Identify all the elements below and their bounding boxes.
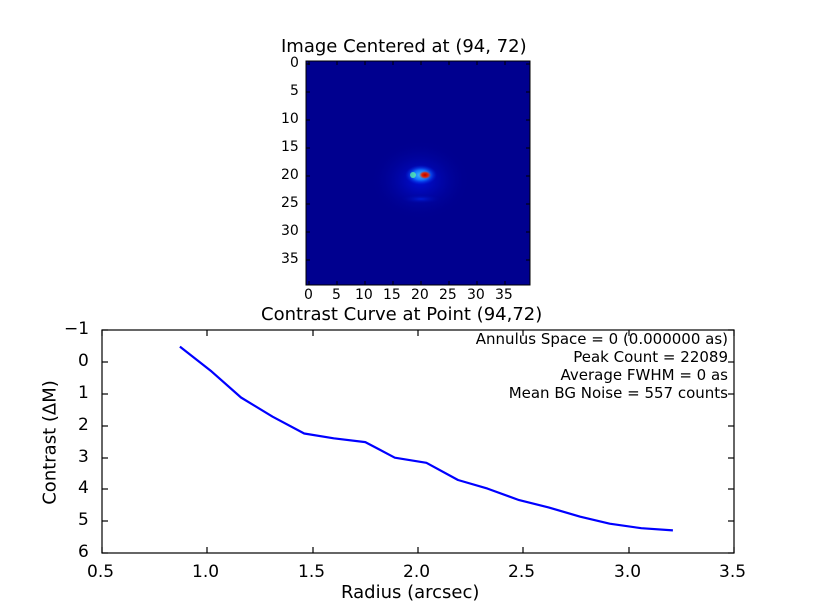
heatmap-x-tick: 35 bbox=[495, 287, 513, 303]
contrast-curve-line bbox=[179, 345, 673, 532]
heatmap-x-tick: 0 bbox=[304, 287, 313, 303]
contrast-y-tick: −1 bbox=[64, 319, 90, 339]
contrast-x-tick: 2.5 bbox=[508, 562, 536, 582]
contrast-y-tick: 5 bbox=[78, 510, 89, 530]
image-panel-title: Image Centered at (94, 72) bbox=[281, 36, 527, 57]
heatmap-x-tick: 25 bbox=[439, 287, 457, 303]
contrast-x-axis-label: Radius (arcsec) bbox=[341, 582, 480, 603]
contrast-y-tick: 4 bbox=[78, 478, 89, 498]
heatmap-y-tick: 5 bbox=[290, 83, 299, 99]
heatmap-frame bbox=[305, 60, 531, 286]
heatmap-y-tick: 25 bbox=[281, 195, 299, 211]
heatmap-y-tick: 15 bbox=[281, 139, 299, 155]
contrast-x-tick: 2.0 bbox=[403, 562, 431, 582]
heatmap-y-tick: 10 bbox=[281, 111, 299, 127]
contrast-x-tick: 1.0 bbox=[192, 562, 220, 582]
contrast-x-tick: 3.5 bbox=[719, 562, 747, 582]
heatmap-y-tick: 30 bbox=[281, 223, 299, 239]
contrast-panel-title: Contrast Curve at Point (94,72) bbox=[261, 304, 543, 325]
heatmap-x-tick: 10 bbox=[355, 287, 373, 303]
mean-bg-noise-annotation: Mean BG Noise = 557 counts bbox=[508, 384, 728, 402]
contrast-ticks bbox=[101, 329, 735, 554]
heatmap-image bbox=[306, 61, 530, 285]
contrast-annotations: Annulus Space = 0 (0.000000 as) Peak Cou… bbox=[408, 330, 728, 402]
contrast-x-tick: 1.5 bbox=[298, 562, 326, 582]
average-fwhm-annotation: Average FWHM = 0 as bbox=[560, 366, 728, 384]
contrast-x-tick: 0.5 bbox=[87, 562, 115, 582]
heatmap-ticks bbox=[306, 61, 530, 285]
heatmap-y-tick: 20 bbox=[281, 167, 299, 183]
contrast-y-tick: 2 bbox=[78, 415, 89, 435]
heatmap-x-tick: 15 bbox=[383, 287, 401, 303]
annulus-space-annotation: Annulus Space = 0 (0.000000 as) bbox=[475, 330, 728, 348]
contrast-y-tick: 6 bbox=[78, 542, 89, 562]
heatmap-x-tick: 20 bbox=[411, 287, 429, 303]
peak-count-annotation: Peak Count = 22089 bbox=[573, 348, 728, 366]
contrast-y-tick: 3 bbox=[78, 447, 89, 467]
heatmap-y-tick: 0 bbox=[290, 55, 299, 71]
heatmap-x-tick: 30 bbox=[467, 287, 485, 303]
contrast-y-tick: 0 bbox=[78, 351, 89, 371]
heatmap-x-tick: 5 bbox=[332, 287, 341, 303]
heatmap-y-tick: 35 bbox=[281, 251, 299, 267]
contrast-y-tick: 1 bbox=[78, 383, 89, 403]
contrast-x-tick: 3.0 bbox=[614, 562, 642, 582]
contrast-y-axis-label: Contrast (ΔM) bbox=[39, 380, 61, 505]
